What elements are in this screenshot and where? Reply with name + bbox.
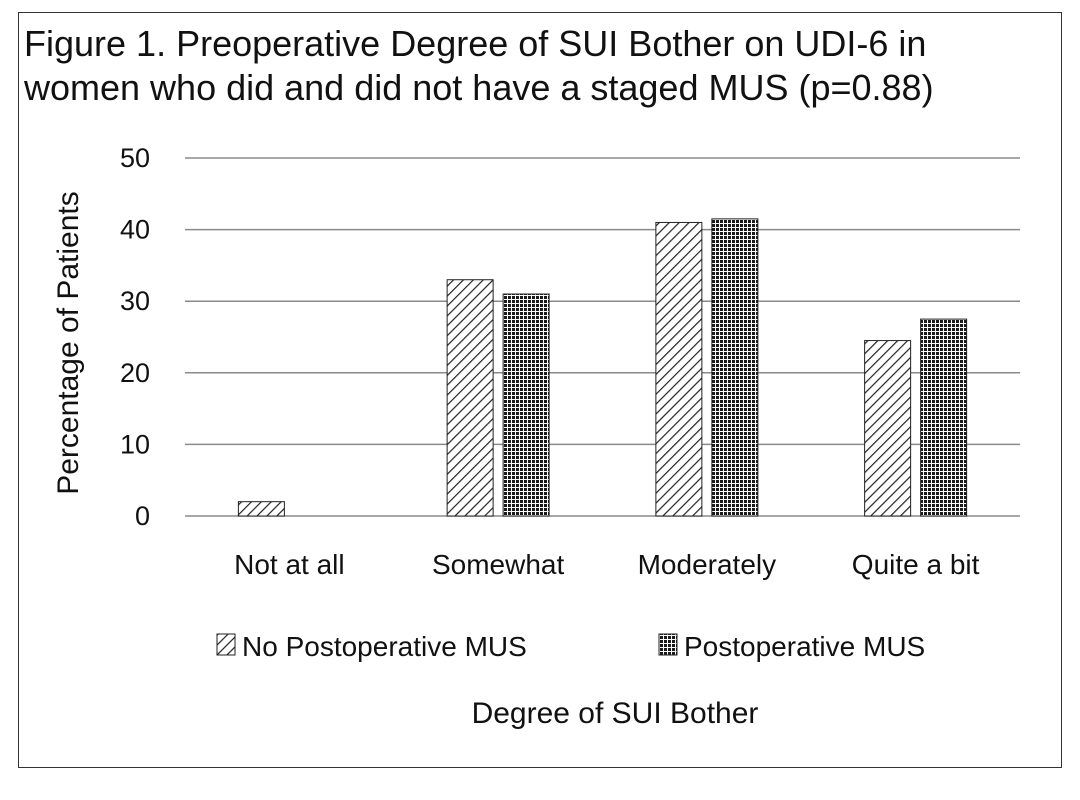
y-tick-label: 20: [120, 358, 150, 388]
bar-series-0-not-at-all: [237, 501, 285, 517]
y-tick-label: 50: [120, 143, 150, 173]
x-category-label: Not at all: [234, 549, 345, 580]
x-category-label: Somewhat: [432, 549, 565, 580]
bar-series-1-quite-a-bit: [920, 318, 968, 517]
y-axis-label: Percentage of Patients: [52, 191, 85, 495]
bar-series-0-quite-a-bit: [864, 340, 912, 517]
legend-swatch-no-postoperative-mus: [216, 633, 236, 656]
legend-label-postoperative-mus: Postoperative MUS: [684, 631, 925, 662]
bar-series-1-moderately: [711, 218, 759, 517]
bar-series-0-moderately: [655, 221, 703, 517]
y-tick-label: 10: [120, 429, 150, 459]
bar-series-0-somewhat: [446, 279, 494, 517]
x-category-label: Moderately: [638, 549, 777, 580]
chart-frame: [18, 12, 1062, 768]
chart-title-line-2: women who did and did not have a staged …: [24, 67, 934, 108]
legend-label-no-postoperative-mus: No Postoperative MUS: [242, 631, 527, 662]
chart-title-line-1: Figure 1. Preoperative Degree of SUI Bot…: [24, 23, 927, 64]
legend-swatch-postoperative-mus: [658, 633, 678, 656]
x-category-label: Quite a bit: [852, 549, 980, 580]
x-axis-label: Degree of SUI Bother: [472, 697, 759, 730]
y-tick-label: 0: [135, 501, 150, 531]
bars: [237, 218, 968, 517]
y-tick-label: 30: [120, 286, 150, 316]
axis-labels: 0 10 20 30 40 50 Not at all Somewhat Moderately Q…: [120, 143, 980, 580]
legend: No Postoperative MUS Postoperative MUS: [216, 631, 925, 662]
bar-series-1-somewhat: [502, 293, 550, 517]
y-tick-label: 40: [120, 215, 150, 245]
